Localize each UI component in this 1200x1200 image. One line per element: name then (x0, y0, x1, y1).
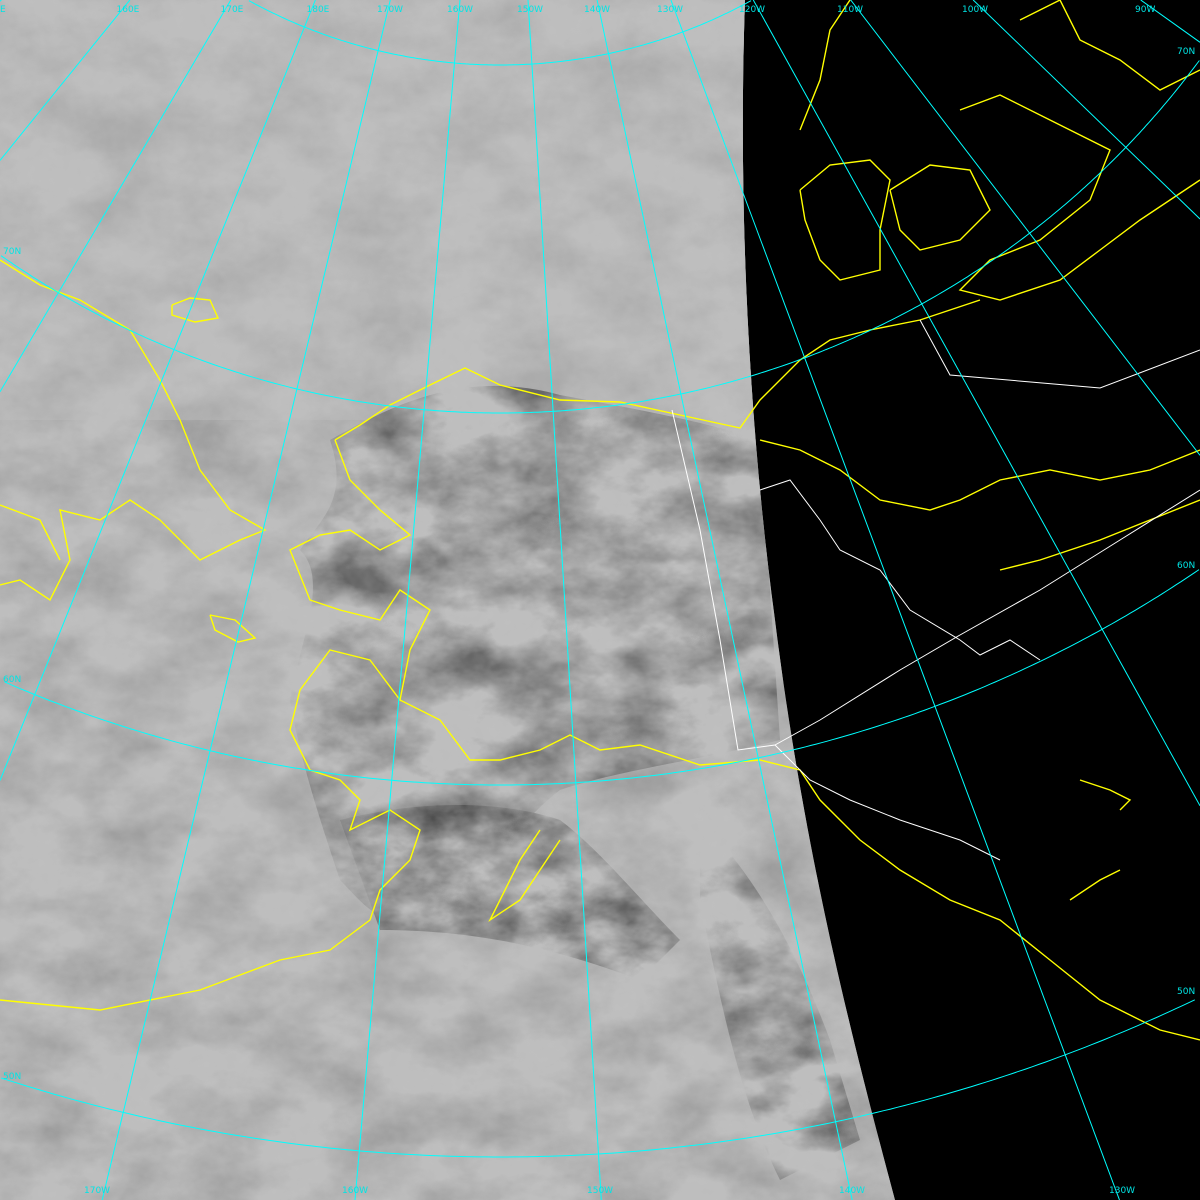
meridian-170w (101, 0, 391, 1200)
meridian-170e (0, 0, 232, 393)
parallel-label-right: 50N (1177, 987, 1196, 997)
wrangel-island (171, 297, 220, 323)
canada-mainland-coast (759, 439, 1200, 511)
meridian-label-bottom: 170W (84, 1186, 111, 1196)
meridian-label-bottom: 140W (839, 1186, 866, 1196)
meridian-label-top: 180E (306, 5, 330, 15)
meridian-label-top: 160E (116, 5, 140, 15)
meridian-label-bottom: 150W (587, 1186, 614, 1196)
canada-arctic-5 (1019, 0, 1200, 91)
meridian-label-bottom: 160W (342, 1186, 369, 1196)
bc-border (774, 489, 1200, 746)
alaska-peninsula (488, 829, 561, 923)
parallel-label-left: 60N (3, 675, 22, 685)
meridian-110w (850, 0, 1200, 456)
meridian-label-top: 140W (584, 5, 611, 15)
canada-arctic-1 (799, 159, 891, 281)
meridian-label-top: 100W (962, 5, 989, 15)
alaska-west-coast (0, 439, 431, 1011)
meridian-label-top: 90W (1135, 5, 1156, 15)
meridian-100w (972, 0, 1200, 220)
meridian-160w (354, 0, 461, 1200)
parallel-label-right: 60N (1177, 561, 1196, 571)
parallel-label-left: 50N (3, 1072, 22, 1082)
meridian-label-top: 170W (377, 5, 404, 15)
st-lawrence-island (209, 614, 257, 643)
meridian-label-top: 120W (739, 5, 766, 15)
nunavut-border (919, 319, 1200, 389)
bc-lakes-2 (1069, 869, 1121, 901)
meridian-150e (0, 0, 2, 2)
kamchatka-coast (0, 504, 61, 561)
meridian-150w (527, 0, 602, 1200)
meridian-130w (670, 0, 1120, 1200)
meridian-140w (596, 0, 853, 1200)
meridian-180w (0, 0, 316, 781)
canada-arctic-3 (799, 0, 851, 131)
hudson-area (999, 499, 1200, 571)
meridian-label-top: 110W (837, 5, 864, 15)
meridian-label-top: 160W (447, 5, 474, 15)
parallel-label-right: 70N (1177, 47, 1196, 57)
parallel-label-left: 70N (3, 247, 22, 257)
parallel-80n (248, 0, 752, 66)
meridian-90w (1140, 0, 1200, 43)
parallel-60n (4, 569, 1200, 786)
meridian-120w (752, 0, 1200, 807)
canada-arctic-4 (958, 94, 1200, 301)
bc-alaska-panhandle-border (774, 744, 1001, 861)
meridian-label-bottom: 130W (1109, 1186, 1136, 1196)
coastlines (0, 0, 1200, 1041)
alaska-canada-border (671, 409, 776, 751)
meridian-label-top: 150W (517, 5, 544, 15)
political-borders (671, 319, 1200, 861)
meridian-160e (0, 0, 131, 161)
meridian-label-top: 170E (220, 5, 244, 15)
bc-lakes (1079, 779, 1132, 811)
canada-arctic-2 (889, 164, 991, 251)
alaska-south-coast (399, 699, 1200, 1041)
alaska-north-coast (334, 299, 981, 441)
parallel-50n (1, 999, 1196, 1158)
parallel-70n (0, 60, 1200, 414)
meridian-label-top: E (0, 5, 6, 15)
yukon-nwt-border (759, 479, 1041, 661)
meridian-label-top: 130W (657, 5, 684, 15)
